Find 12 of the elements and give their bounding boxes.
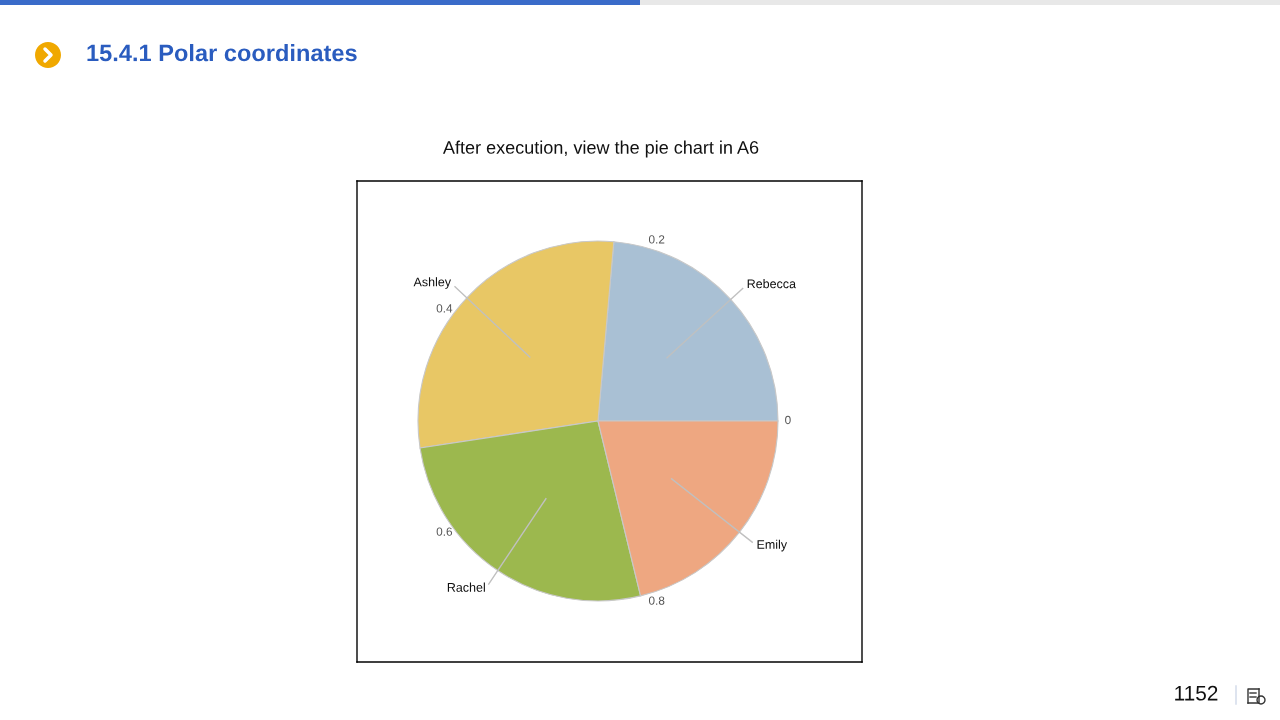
text: 0.8 (648, 596, 665, 605)
slice-label: Rachel (447, 582, 485, 592)
text: 0.4 (436, 304, 453, 313)
text: 0.2 (648, 235, 665, 244)
text: 0 (785, 415, 791, 425)
slice-label: Emily (757, 539, 788, 552)
chart-subtitle: After execution, view the pie chart in A6 (442, 140, 759, 158)
text: 0.6 (436, 527, 453, 536)
text: 15.4.1 Polar coordinates (87, 44, 357, 62)
slice-label: Ashley (413, 277, 452, 289)
slice-label: Rebecca (747, 279, 797, 289)
text: 1152 (1175, 685, 1218, 701)
